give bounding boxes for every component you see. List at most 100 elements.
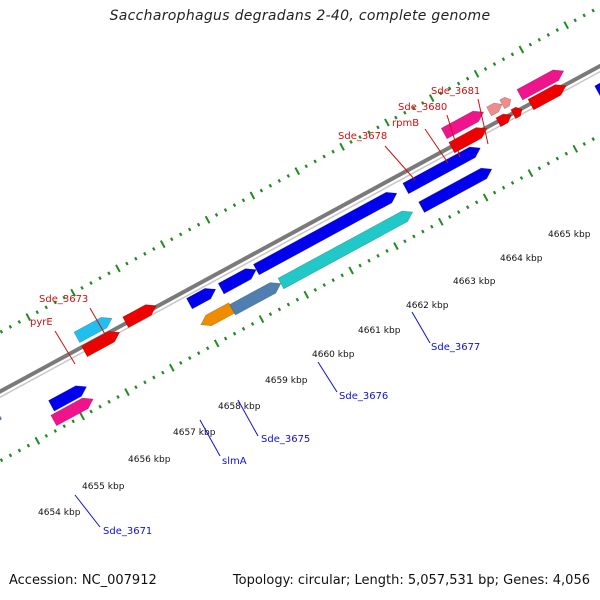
outer-tick: [546, 32, 551, 37]
gene-label-forward: pyrE: [30, 317, 53, 328]
outer-tick: [70, 288, 76, 297]
outer-tick: [277, 178, 282, 183]
gene-arrow: [495, 113, 512, 128]
gene-arrow: [50, 397, 94, 427]
inner-tick-track: [0, 137, 595, 463]
tick-label: 4658 kbp: [218, 402, 261, 412]
outer-tick: [456, 81, 461, 86]
scale-labels: 4654 kbp 4655 kbp 4656 kbp 4657 kbp 4658 kbp…: [38, 230, 591, 518]
outer-tick: [152, 247, 156, 251]
gene-arrow: [499, 96, 512, 110]
outer-tick: [187, 227, 192, 232]
outer-tick: [80, 285, 84, 290]
inner-tick: [250, 322, 255, 326]
outer-tick: [44, 305, 48, 310]
outer-tick: [528, 42, 533, 47]
inner-tick: [438, 217, 444, 226]
gene-arrow: [229, 282, 282, 316]
callout-line: [424, 128, 449, 164]
outer-tick: [339, 142, 345, 151]
inner-tick: [303, 290, 310, 299]
tick-label: 4661 kbp: [358, 326, 401, 336]
inner-tick: [537, 166, 542, 171]
outer-tick: [349, 139, 353, 144]
callout-line: [411, 311, 431, 344]
callout-line: [237, 399, 259, 437]
outer-tick: [322, 154, 326, 159]
gene-arrow: [122, 304, 157, 328]
gene-label-callouts: Sde_3673 pyrE Sde_3678 rpmB Sde_3680 Sde_3681…: [30, 86, 489, 537]
gene-label-reverse: slmA: [222, 456, 247, 467]
tick-label: 4663 kbp: [453, 277, 496, 287]
gene-label-reverse: Sde_3675: [261, 434, 310, 445]
outer-tick: [286, 174, 291, 178]
outer-tick: [313, 159, 317, 164]
outer-tick: [98, 276, 102, 281]
inner-tick: [62, 424, 66, 429]
inner-tick: [223, 336, 228, 341]
inner-tick: [116, 395, 120, 399]
outer-tick: [294, 167, 301, 176]
inner-tick: [98, 404, 102, 409]
outer-tick: [17, 320, 22, 324]
inner-tick: [53, 429, 57, 433]
gene-arrow: [527, 84, 567, 111]
outer-tick: [331, 149, 335, 154]
outer-tick: [169, 237, 174, 242]
outer-tick: [555, 28, 559, 32]
inner-tick: [474, 200, 479, 205]
inner-tick: [430, 224, 434, 229]
inner-tick: [0, 458, 4, 463]
outer-tick: [125, 261, 129, 266]
callout-line: [446, 114, 461, 158]
outer-tick: [143, 251, 147, 256]
gene-label-forward: Sde_3678: [338, 131, 387, 142]
inner-tick: [286, 302, 291, 307]
inner-tick: [8, 453, 13, 458]
gene-arrow: [200, 302, 235, 327]
inner-tick: [134, 385, 138, 390]
callout-line: [199, 419, 221, 457]
gene-arrow: [510, 106, 523, 119]
tick-label: 4665 kbp: [548, 230, 591, 240]
gene-label-forward: Sde_3681: [431, 86, 480, 97]
inner-tick: [79, 412, 85, 421]
inner-tick: [196, 351, 201, 356]
outer-tick: [358, 135, 362, 139]
gene-arrow: [418, 167, 493, 213]
outer-tick: [196, 222, 201, 227]
outer-tick: [35, 310, 39, 315]
inner-tick: [89, 409, 93, 414]
outer-tick: [582, 13, 586, 18]
outer-tick: [483, 67, 488, 71]
gene-arrow: [48, 385, 88, 412]
callout-line: [74, 494, 101, 528]
inner-tick: [232, 331, 237, 336]
inner-tick: [71, 419, 75, 424]
outer-tick: [8, 324, 13, 329]
inner-tick: [169, 363, 175, 372]
outer-tick: [394, 115, 398, 120]
gene-label-reverse: Sde_3676: [339, 391, 388, 402]
outer-tick: [518, 45, 525, 54]
inner-tick: [26, 443, 31, 448]
inner-tick: [188, 356, 192, 360]
outer-tick: [438, 91, 443, 96]
inner-tick: [322, 283, 326, 287]
gene-arrow: [186, 288, 217, 310]
gene-label-forward: Sde_3673: [39, 294, 88, 305]
inner-tick: [331, 278, 335, 283]
inner-tick: [358, 263, 362, 268]
inner-tick: [448, 214, 452, 219]
outer-tick: [268, 183, 273, 188]
outer-tick: [412, 105, 416, 110]
tick-label: 4659 kbp: [265, 376, 308, 386]
outer-tick: [428, 94, 435, 103]
outer-tick: [259, 188, 264, 193]
callout-line: [54, 330, 76, 365]
inner-tick: [385, 249, 389, 253]
inner-tick: [295, 297, 300, 302]
outer-tick: [465, 76, 470, 81]
outer-tick: [367, 130, 371, 135]
